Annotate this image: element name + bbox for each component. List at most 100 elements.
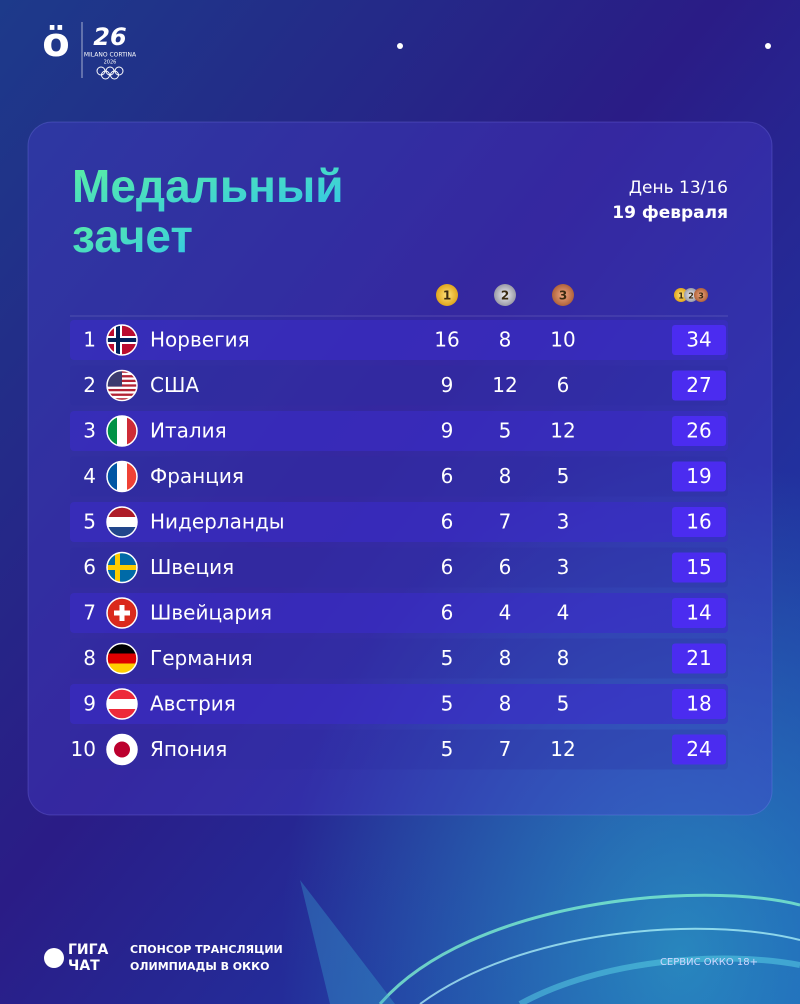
brand-icon [44,948,64,968]
row-background [70,365,728,406]
total: 27 [686,373,711,397]
rank: 4 [83,464,96,488]
row-background [70,638,728,679]
country: Швейцария [150,601,272,625]
medal-count: 12 [550,737,575,761]
country: Австрия [150,692,236,716]
total: 21 [686,646,711,670]
medal-count: 4 [499,601,512,625]
total-medal-number: 3 [698,292,704,301]
country: США [150,373,199,397]
medal-count: 8 [499,646,512,670]
medal-count: 9 [441,419,454,443]
total: 16 [686,510,711,534]
medal-count: 3 [557,510,570,534]
flag-art [107,643,137,674]
total-box [672,643,726,674]
total-box [672,552,726,583]
flag [106,460,138,493]
rank: 1 [83,328,96,352]
total: 19 [686,464,711,488]
medal-number: 1 [443,289,451,303]
flag-art [107,552,137,583]
total-box [672,507,726,537]
medal-count: 5 [499,419,512,443]
medal-count: 6 [441,555,454,579]
row-background [70,320,728,360]
country: Германия [150,646,253,670]
logo: ö [42,20,69,66]
country: Швеция [150,555,234,579]
medal-count: 9 [441,373,454,397]
flag-art [107,416,137,446]
games-name: MILANO CORTINA [84,52,137,59]
medal-count: 16 [434,328,459,352]
flag-border [106,688,138,720]
flag-art [107,507,137,537]
medal-count: 12 [550,419,575,443]
medal-count: 10 [550,328,575,352]
total-medal-number: 1 [678,292,684,301]
brand: ЧАТ [68,958,100,974]
olympic-rings [96,66,124,80]
rank: 2 [83,373,96,397]
sponsor: СПОНСОР ТРАНСЛЯЦИИ [130,943,283,956]
card [27,121,773,816]
medal-number: 3 [559,289,567,303]
decor [300,43,800,1004]
total-box [672,689,726,719]
total: 34 [686,328,711,352]
flag-art [107,734,137,765]
medal-icon [436,284,458,306]
flag [106,642,138,675]
flag-border [106,597,138,629]
medal-count: 12 [492,373,517,397]
total-box [672,461,726,492]
flag [106,688,138,720]
rank: 10 [71,737,96,761]
row-background [70,729,728,770]
medal-count: 5 [557,464,570,488]
row-background [70,547,728,588]
medal-count: 5 [441,737,454,761]
service: СЕРВИС ОККО 18+ [660,957,758,968]
games-year: 2026 [104,60,117,66]
sponsor: ОЛИМПИАДЫ В ОККО [130,960,270,973]
medal-icon [552,284,574,306]
date: 19 февраля [612,203,728,223]
row-background [70,684,728,724]
medal-count: 5 [441,692,454,716]
total-box [672,416,726,446]
medal-count: 8 [499,328,512,352]
medal-count: 7 [499,737,512,761]
flag [106,733,138,766]
flag [106,415,138,447]
row-background [70,456,728,497]
rank: 9 [83,692,96,716]
flag-border [106,551,138,584]
rank: 6 [83,555,96,579]
games-mark: 26 [93,23,126,51]
rank: 3 [83,419,96,443]
rank: 7 [83,601,96,625]
flag-border [106,324,138,356]
medal-count: 8 [557,646,570,670]
medal-count: 5 [441,646,454,670]
country: Япония [150,737,227,761]
total: 14 [686,601,711,625]
total: 15 [686,555,711,579]
country: Нидерланды [150,510,285,534]
medal-count: 6 [499,555,512,579]
country: Франция [150,464,244,488]
row-background [70,593,728,633]
row-background [70,502,728,542]
flag-border [106,460,138,493]
flag-art [107,370,137,401]
total-medal-icon [674,288,688,302]
flag [106,551,138,584]
total: 18 [686,692,711,716]
country: Норвегия [150,328,250,352]
title-line: Медальный [72,160,344,212]
medal-count: 8 [499,464,512,488]
